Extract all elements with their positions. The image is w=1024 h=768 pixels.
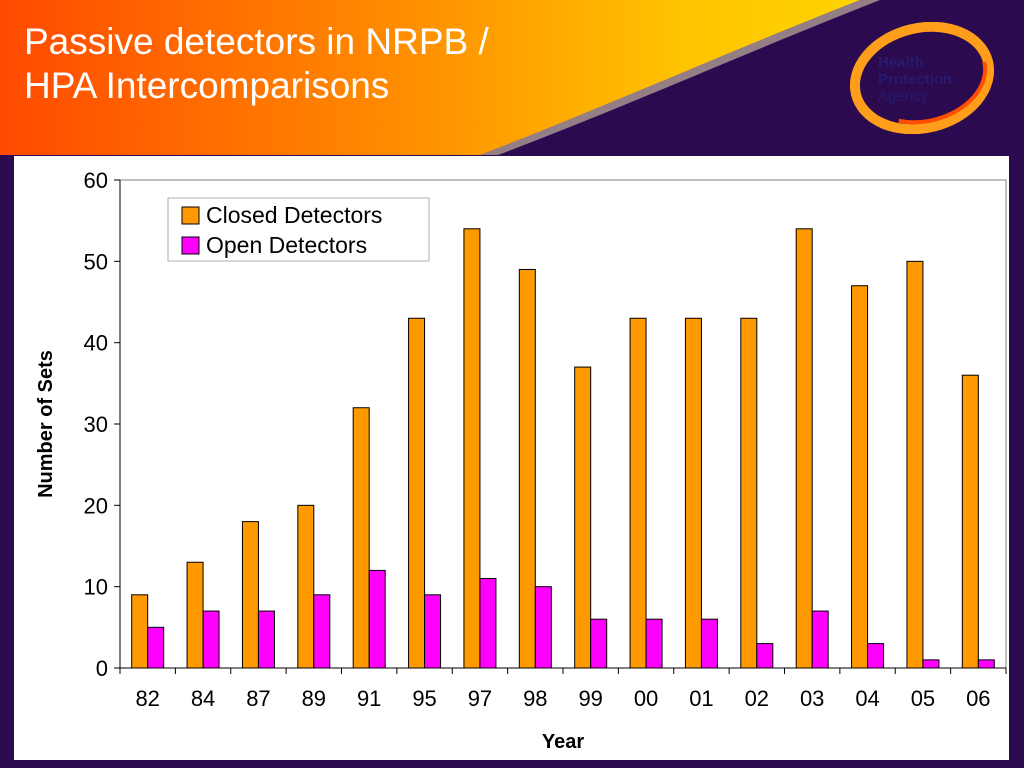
bar-closed-02 [740, 317, 758, 669]
header-swoosh [480, 0, 880, 155]
x-tick-label: 98 [523, 686, 547, 711]
header-banner [0, 0, 880, 155]
chart-panel: 0 10 20 30 40 50 60 82 84 87 89 91 95 97 98 99 00 01 02 03… [14, 156, 1009, 760]
y-tick-label: 60 [84, 168, 108, 193]
y-tick-label: 10 [84, 575, 108, 600]
legend: Closed Detectors Open Detectors [167, 197, 430, 262]
logo-ring-accent [860, 29, 988, 125]
x-tick-label: 99 [578, 686, 602, 711]
x-tick-label: 04 [855, 686, 879, 711]
bar-open-84 [202, 610, 220, 669]
bar-open-99 [590, 618, 608, 669]
bar-open-02 [756, 643, 774, 669]
x-tick-label: 82 [135, 686, 159, 711]
bar-open-06 [977, 659, 995, 669]
bar-closed-87 [241, 521, 259, 669]
bar-closed-04 [851, 285, 869, 669]
legend-box [167, 197, 430, 262]
bar-open-05 [922, 659, 940, 669]
bar-closed-95 [408, 317, 426, 669]
slide-header: Passive detectors in NRPB / HPA Intercom… [0, 0, 1024, 155]
header-gradient-shape [0, 0, 860, 155]
bar-open-89 [313, 594, 331, 669]
x-tick-label: 00 [634, 686, 658, 711]
bar-open-95 [424, 594, 442, 669]
bar-open-04 [867, 643, 885, 669]
x-tick-label: 02 [745, 686, 769, 711]
x-tick-label: 01 [689, 686, 713, 711]
legend-label-open: Open Detectors [206, 232, 367, 258]
legend-swatch-open [181, 236, 200, 255]
bar-closed-91 [352, 407, 370, 669]
bar-closed-03 [795, 228, 813, 669]
legend-swatch-closed [181, 206, 200, 225]
x-tick-label: 87 [246, 686, 270, 711]
slide-title-line2: HPA Intercomparisons [24, 65, 390, 106]
y-tick-label: 50 [84, 249, 108, 274]
x-axis-title: Year [542, 731, 584, 753]
logo-text-line2: Protection [878, 71, 952, 88]
bar-closed-99 [574, 366, 592, 669]
bar-open-03 [811, 610, 829, 669]
bar-closed-05 [906, 260, 924, 669]
bar-closed-97 [463, 228, 481, 669]
x-tick-label: 89 [302, 686, 326, 711]
legend-label-closed: Closed Detectors [206, 202, 382, 228]
bar-open-98 [534, 586, 552, 669]
bar-open-97 [479, 578, 497, 669]
bar-closed-00 [629, 317, 647, 669]
x-tick-label: 97 [468, 686, 492, 711]
x-tick-label: 91 [357, 686, 381, 711]
bar-closed-06 [961, 374, 979, 669]
logo-text-line3: Agency [878, 88, 929, 105]
x-tick-labels: 82 84 87 89 91 95 97 98 99 00 01 02 03 04 05 06 [135, 686, 990, 711]
y-axis-title: Number of Sets [35, 350, 57, 498]
bar-open-00 [645, 618, 663, 669]
x-tick-label: 06 [966, 686, 990, 711]
slide-title: Passive detectors in NRPB / HPA Intercom… [24, 20, 489, 108]
bar-closed-01 [684, 317, 702, 669]
y-tick-label: 40 [84, 331, 108, 356]
bar-closed-98 [518, 268, 536, 669]
bar-closed-84 [186, 561, 204, 669]
hpa-logo: Health Protection Agency [849, 22, 995, 134]
bar-closed-89 [297, 504, 315, 669]
bar-closed-82 [131, 594, 149, 669]
bar-open-87 [257, 610, 275, 669]
bar-chart: 0 10 20 30 40 50 60 82 84 87 89 91 95 97 98 99 00 01 02 03… [35, 168, 1007, 753]
bar-open-01 [700, 618, 718, 669]
x-tick-label: 03 [800, 686, 824, 711]
x-tick-label: 84 [191, 686, 215, 711]
x-tick-label: 05 [911, 686, 935, 711]
y-tick-label: 0 [96, 656, 108, 681]
x-axis [119, 667, 1007, 674]
y-tick-label: 20 [84, 493, 108, 518]
logo-ring [849, 22, 995, 134]
logo-text-line1: Health [878, 54, 924, 71]
slide-title-line1: Passive detectors in NRPB / [24, 21, 489, 62]
x-tick-label: 95 [412, 686, 436, 711]
y-axis: 0 10 20 30 40 50 60 [84, 168, 121, 681]
bar-open-91 [368, 569, 386, 669]
bars [131, 228, 995, 669]
y-tick-label: 30 [84, 412, 108, 437]
bar-open-82 [147, 626, 165, 669]
